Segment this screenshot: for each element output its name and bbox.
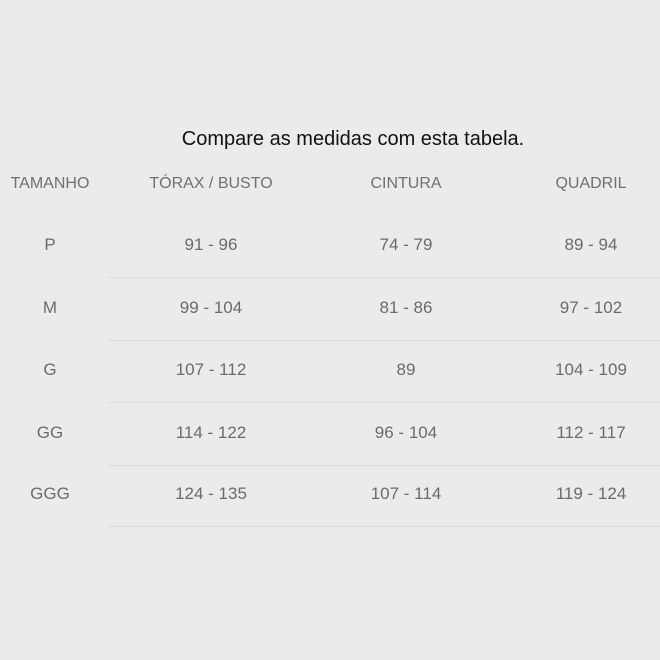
column-header-size: TAMANHO bbox=[10, 175, 90, 192]
row-divider bbox=[108, 465, 660, 466]
row-divider bbox=[108, 340, 660, 341]
row-divider bbox=[108, 402, 660, 403]
cell-chest-bust: 114 - 122 bbox=[175, 423, 247, 442]
cell-waist: 96 - 104 bbox=[374, 423, 438, 442]
cell-size: P bbox=[44, 235, 56, 254]
cell-size: GGG bbox=[30, 484, 70, 503]
cell-chest-bust: 124 - 135 bbox=[175, 484, 247, 503]
column-header-waist: CINTURA bbox=[370, 175, 442, 192]
cell-hip: 119 - 124 bbox=[555, 484, 627, 503]
cell-size: G bbox=[43, 360, 57, 379]
table-title: Compare as medidas com esta tabela. bbox=[181, 128, 525, 150]
cell-chest-bust: 107 - 112 bbox=[175, 360, 247, 379]
cell-hip: 97 - 102 bbox=[559, 298, 623, 317]
cell-hip: 89 - 94 bbox=[564, 235, 618, 254]
cell-waist: 81 - 86 bbox=[379, 298, 433, 317]
cell-hip: 112 - 117 bbox=[556, 423, 626, 442]
cell-waist: 89 bbox=[396, 360, 416, 379]
cell-waist: 107 - 114 bbox=[370, 484, 442, 503]
cell-waist: 74 - 79 bbox=[379, 235, 433, 254]
cell-chest-bust: 91 - 96 bbox=[184, 235, 238, 254]
column-header-hip: QUADRIL bbox=[555, 175, 627, 192]
cell-hip: 104 - 109 bbox=[555, 360, 627, 379]
row-divider bbox=[108, 526, 660, 527]
row-divider bbox=[108, 277, 660, 278]
cell-chest-bust: 99 - 104 bbox=[179, 298, 243, 317]
cell-size: M bbox=[42, 298, 58, 317]
column-header-chest-bust: TÓRAX / BUSTO bbox=[149, 175, 273, 192]
cell-size: GG bbox=[36, 423, 64, 442]
